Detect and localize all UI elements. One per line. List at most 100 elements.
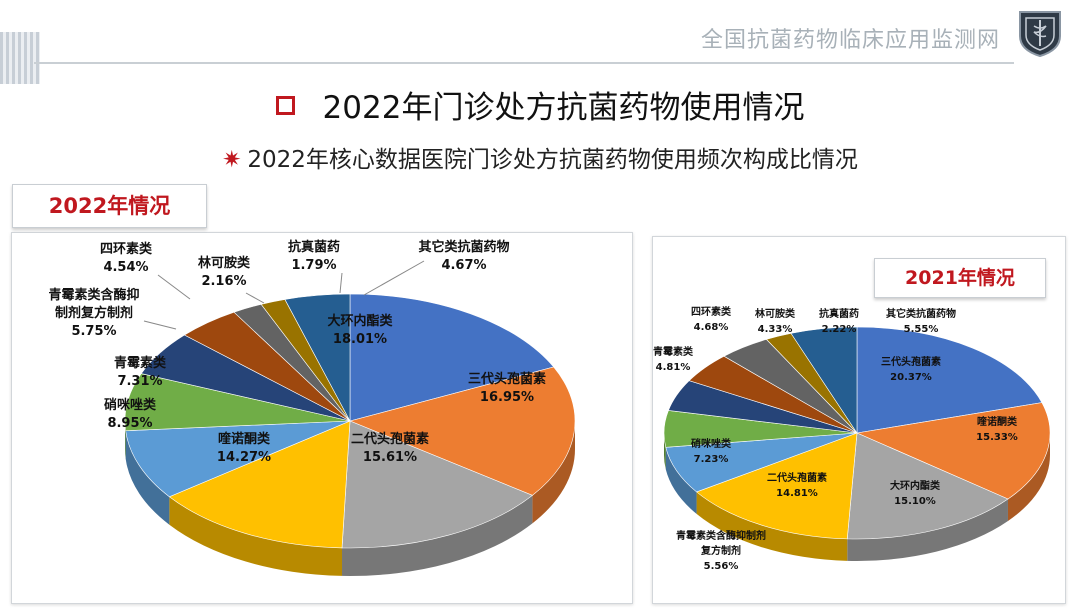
pie-data-label: 二代头孢菌素 14.81% — [767, 471, 827, 499]
pie-label-group: 大环内酯类 18.01% 三代头孢菌素 16.95% 二代头孢菌素 15.61% 喹诺酮类 1… — [48, 239, 546, 465]
pie-data-label: 四环素类 4.68% — [691, 305, 731, 333]
slice-name: 四环素类 — [100, 241, 153, 257]
slice-name: 制剂复方制剂 — [55, 305, 133, 321]
slice-name: 其它类抗菌药物 — [418, 239, 509, 255]
slice-name: 大环内酯类 — [327, 313, 393, 329]
slice-name: 二代头孢菌素 — [351, 431, 429, 447]
page-title: 2022年门诊处方抗菌药物使用情况 — [0, 82, 1080, 127]
slice-percent: 4.33% — [758, 324, 793, 335]
pie-chart-2021: 三代头孢菌素 20.37% 喹诺酮类 15.33% 大环内酯类 15.10% 二代头孢菌素 1… — [653, 305, 1051, 572]
slice-name: 青霉素类含酶抑 — [48, 287, 139, 303]
pie-slice — [695, 432, 858, 540]
slice-percent: 7.31% — [117, 374, 162, 389]
bullet-square-icon — [275, 96, 295, 115]
pie-slice — [341, 420, 533, 549]
slice-name: 大环内酯类 — [890, 479, 940, 492]
pie-slice — [349, 293, 555, 422]
slice-name: 四环素类 — [691, 305, 731, 318]
decor-stripes — [0, 32, 40, 84]
pie-data-label: 其它类抗菌药物 4.67% — [418, 239, 509, 273]
slice-percent: 20.37% — [890, 372, 932, 383]
pie-slice — [125, 420, 351, 498]
slice-percent: 7.23% — [694, 454, 729, 465]
chart-title-2021: 2021年情况 — [874, 258, 1046, 298]
pie-data-label: 四环素类 4.54% — [100, 241, 153, 275]
page-subtitle-text: 2022年核心数据医院门诊处方抗菌药物使用频次构成比情况 — [247, 147, 858, 173]
pie-data-label: 大环内酯类 18.01% — [327, 313, 393, 347]
page-title-text: 2022年门诊处方抗菌药物使用情况 — [322, 90, 805, 126]
pie-data-label: 三代头孢菌素 16.95% — [468, 371, 546, 405]
pie-data-label: 青霉素类 7.31% — [114, 355, 167, 389]
pie-data-label: 硝咪唑类 8.95% — [104, 397, 157, 431]
pie-slice — [855, 402, 1051, 500]
pie-slice — [790, 326, 858, 434]
pie-data-label: 其它类抗菌药物 5.55% — [886, 307, 956, 335]
leader-lines — [143, 260, 425, 330]
leader-line — [339, 272, 343, 294]
emblem-icon — [1019, 11, 1061, 58]
slice-name: 三代头孢菌素 — [468, 371, 546, 387]
slice-name: 抗真菌药 — [819, 307, 859, 320]
pie-slice — [168, 420, 351, 549]
slice-percent: 5.55% — [904, 324, 939, 335]
slice-percent: 15.10% — [894, 496, 936, 507]
pie-side — [665, 447, 697, 514]
pie-data-label: 青霉素类 4.81% — [653, 345, 693, 373]
pie-data-label: 喹诺酮类 15.33% — [976, 415, 1018, 443]
slice-name: 抗真菌药 — [288, 239, 340, 255]
slice-name: 林可胺类 — [755, 307, 795, 320]
slice-name: 林可胺类 — [198, 255, 251, 271]
slice-percent: 5.75% — [71, 324, 116, 339]
pie-slice — [284, 293, 351, 422]
pie-side — [1007, 433, 1050, 522]
pie-side — [342, 495, 533, 576]
slice-name: 复方制剂 — [700, 544, 741, 557]
site-title: 全国抗菌药物临床应用监测网 — [700, 28, 1000, 53]
slice-percent: 8.95% — [107, 416, 152, 431]
page-subtitle: ✷ 2022年核心数据医院门诊处方抗菌药物使用频次构成比情况 — [0, 140, 1080, 174]
pie-top-group — [124, 293, 576, 549]
slice-percent: 18.01% — [333, 332, 387, 347]
leader-line — [363, 260, 425, 296]
slice-percent: 2.22% — [822, 324, 857, 335]
slice-percent: 15.33% — [976, 432, 1018, 443]
pie-side — [125, 430, 170, 525]
pie-data-label: 喹诺酮类 14.27% — [217, 431, 271, 465]
slice-name: 青霉素类 — [653, 345, 693, 358]
pie-chart-2022: 大环内酯类 18.01% 三代头孢菌素 16.95% 二代头孢菌素 15.61% 喹诺酮类 1… — [48, 239, 576, 576]
pie-data-label: 抗真菌药 1.79% — [288, 239, 340, 273]
pie-data-label: 硝咪唑类 7.23% — [691, 437, 731, 465]
pie-slice — [349, 366, 576, 496]
slice-name: 硝咪唑类 — [104, 397, 157, 413]
pie-slice — [124, 373, 351, 432]
slice-percent: 14.27% — [217, 450, 271, 465]
slice-percent: 2.16% — [201, 274, 246, 289]
pie-slice — [846, 432, 1009, 540]
slice-name: 青霉素类 — [114, 355, 167, 371]
pie-data-label: 抗真菌药 2.22% — [819, 307, 859, 335]
leader-line — [157, 274, 191, 300]
pie-data-label: 林可胺类 2.16% — [198, 255, 251, 289]
slice-name: 喹诺酮类 — [218, 431, 271, 447]
leader-line — [143, 320, 177, 330]
chart-panel-2022: 大环内酯类 18.01% 三代头孢菌素 16.95% 二代头孢菌素 15.61% 喹诺酮类 1… — [11, 232, 633, 604]
slice-name: 喹诺酮类 — [977, 415, 1017, 428]
star-bullet-icon: ✷ — [222, 147, 242, 173]
pie-label-group: 三代头孢菌素 20.37% 喹诺酮类 15.33% 大环内酯类 15.10% 二代头孢菌素 1… — [653, 305, 1018, 572]
chart-title-2022: 2022年情况 — [12, 184, 207, 228]
pie-side — [696, 491, 848, 561]
pie-data-label: 林可胺类 4.33% — [755, 307, 795, 335]
slice-name: 二代头孢菌素 — [767, 471, 827, 484]
pie-data-label: 三代头孢菌素 20.37% — [881, 355, 941, 383]
top-banner: 全国抗菌药物临床应用监测网 — [0, 0, 1080, 92]
slice-percent: 16.95% — [480, 390, 534, 405]
slice-percent: 5.56% — [704, 561, 739, 572]
slice-name: 硝咪唑类 — [691, 437, 731, 450]
pie-data-label: 青霉素类含酶抑制剂复方制剂 5.56% — [676, 529, 766, 572]
slice-percent: 4.68% — [694, 322, 729, 333]
pie-side — [847, 499, 1008, 561]
header-divider — [34, 62, 1014, 64]
slice-name: 青霉素类含酶抑制剂 — [676, 529, 766, 542]
pie-slice — [856, 326, 1043, 434]
slice-percent: 4.81% — [656, 362, 691, 373]
